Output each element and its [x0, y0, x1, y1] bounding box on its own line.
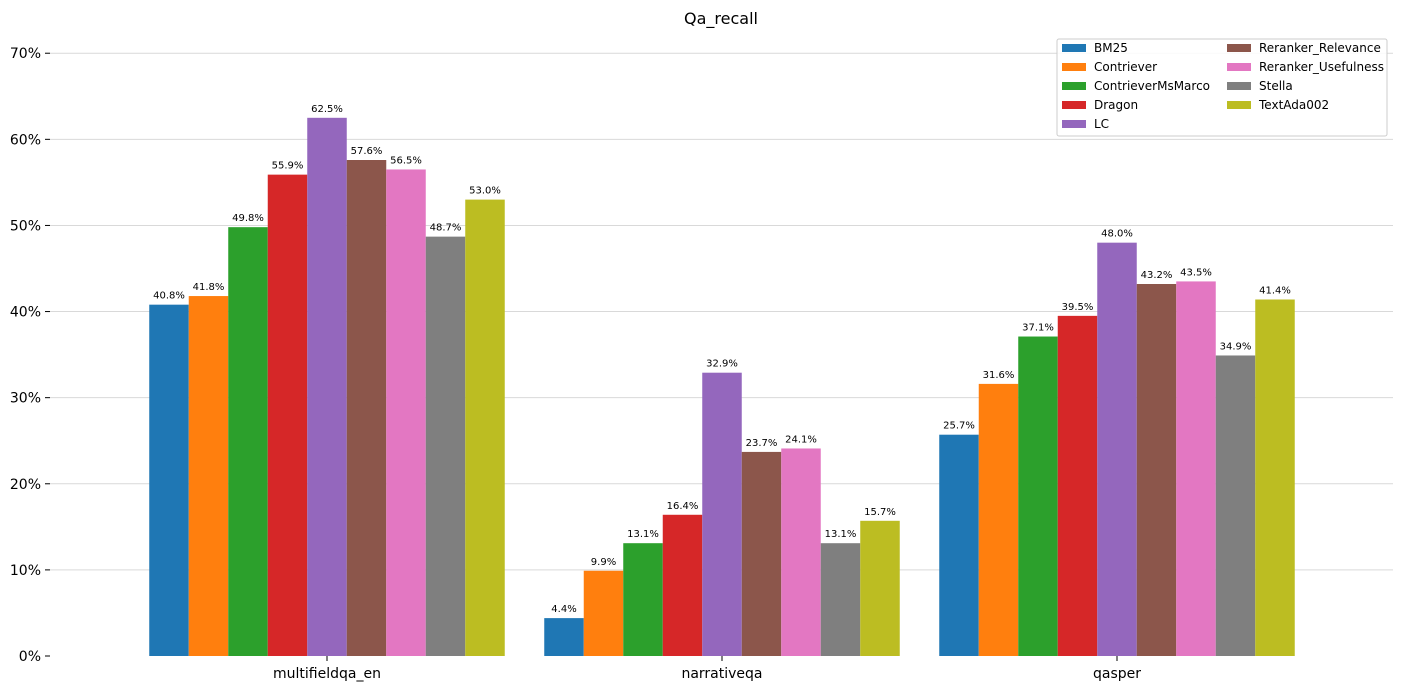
bar — [741, 451, 782, 656]
bar — [465, 199, 505, 656]
legend-swatch — [1062, 120, 1086, 128]
chart-title: Qa_recall — [684, 9, 758, 29]
legend-swatch — [1227, 63, 1251, 71]
data-label: 4.4% — [551, 604, 576, 615]
data-label: 9.9% — [591, 557, 616, 568]
data-label: 57.6% — [351, 146, 383, 157]
data-label: 62.5% — [311, 104, 343, 115]
data-label: 43.2% — [1141, 270, 1173, 281]
y-tick-label: 60% — [10, 132, 41, 148]
bar — [702, 372, 742, 656]
bar — [188, 296, 229, 656]
legend-label: Reranker_Relevance — [1259, 41, 1381, 55]
legend-label: ContrieverMsMarco — [1094, 79, 1210, 93]
legend-swatch — [1062, 101, 1086, 109]
bar — [267, 174, 308, 656]
bar — [662, 514, 703, 656]
data-label: 24.1% — [785, 434, 817, 445]
legend-label: Contriever — [1094, 60, 1157, 74]
bar — [307, 117, 347, 657]
bar — [939, 434, 979, 656]
bar — [544, 618, 584, 656]
data-label: 34.9% — [1220, 341, 1252, 352]
legend-label: LC — [1094, 117, 1109, 131]
legend-swatch — [1227, 82, 1251, 90]
y-tick-label: 70% — [10, 46, 41, 62]
x-tick-label: multifieldqa_en — [273, 666, 381, 682]
data-labels: 40.8% 41.8% 49.8% 55.9% 62.5% 57.6% 56.5% 48.7%… — [153, 104, 1291, 615]
bar — [781, 448, 821, 656]
data-label: 39.5% — [1062, 302, 1094, 313]
data-label: 41.4% — [1259, 286, 1291, 297]
y-tick-label: 20% — [10, 477, 41, 493]
legend-label: BM25 — [1094, 41, 1128, 55]
y-tick-label: 30% — [10, 391, 41, 407]
y-tick-label: 40% — [10, 305, 41, 321]
bars — [149, 117, 1295, 657]
x-tick-label: qasper — [1093, 666, 1141, 682]
bar — [1057, 315, 1098, 656]
data-label: 37.1% — [1022, 323, 1054, 334]
bar — [820, 543, 861, 656]
data-label: 49.8% — [232, 213, 264, 224]
data-label: 56.5% — [390, 155, 422, 166]
bar — [386, 169, 426, 656]
bar — [860, 520, 900, 656]
x-axis: multifieldqa_en narrativeqa qasper — [273, 656, 1141, 682]
bar — [1018, 336, 1058, 656]
data-label: 15.7% — [864, 507, 896, 518]
bar — [1136, 284, 1177, 656]
data-label: 41.8% — [193, 282, 225, 293]
y-axis: 0% 10% 20% 30% 40% 50% 60% 70% — [10, 46, 50, 665]
data-label: 48.0% — [1101, 229, 1133, 240]
legend-swatch — [1062, 44, 1086, 52]
legend-label: TextAda002 — [1258, 98, 1329, 112]
legend-label: Dragon — [1094, 98, 1138, 112]
data-label: 43.5% — [1180, 267, 1212, 278]
data-label: 13.1% — [627, 529, 659, 540]
y-tick-label: 50% — [10, 218, 41, 234]
data-label: 23.7% — [746, 438, 778, 449]
bar — [1097, 242, 1137, 656]
bar — [978, 383, 1019, 656]
data-label: 32.9% — [706, 359, 738, 370]
legend-swatch — [1062, 82, 1086, 90]
bar — [1176, 281, 1216, 656]
legend-swatch — [1062, 63, 1086, 71]
bar — [1255, 299, 1295, 656]
bar — [346, 160, 387, 656]
legend-box — [1056, 38, 1388, 137]
data-label: 40.8% — [153, 291, 185, 302]
bar — [425, 236, 466, 656]
legend-swatch — [1227, 44, 1251, 52]
legend-swatch — [1227, 101, 1251, 109]
bar — [583, 570, 624, 656]
legend-label: Reranker_Usefulness — [1259, 60, 1384, 74]
y-tick-label: 0% — [19, 649, 41, 665]
data-label: 31.6% — [983, 370, 1015, 381]
y-tick-label: 10% — [10, 563, 41, 579]
bar — [1215, 355, 1256, 656]
data-label: 25.7% — [943, 421, 975, 432]
data-label: 16.4% — [667, 501, 699, 512]
data-label: 48.7% — [430, 223, 462, 234]
legend: BM25 Contriever ContrieverMsMarco Dragon LC R… — [1056, 38, 1388, 137]
bar — [623, 543, 663, 656]
legend-label: Stella — [1259, 79, 1293, 93]
x-tick-label: narrativeqa — [681, 666, 762, 682]
data-label: 55.9% — [272, 161, 304, 172]
data-label: 53.0% — [469, 186, 501, 197]
bar — [149, 304, 189, 656]
data-label: 13.1% — [825, 529, 857, 540]
bar — [228, 227, 268, 656]
